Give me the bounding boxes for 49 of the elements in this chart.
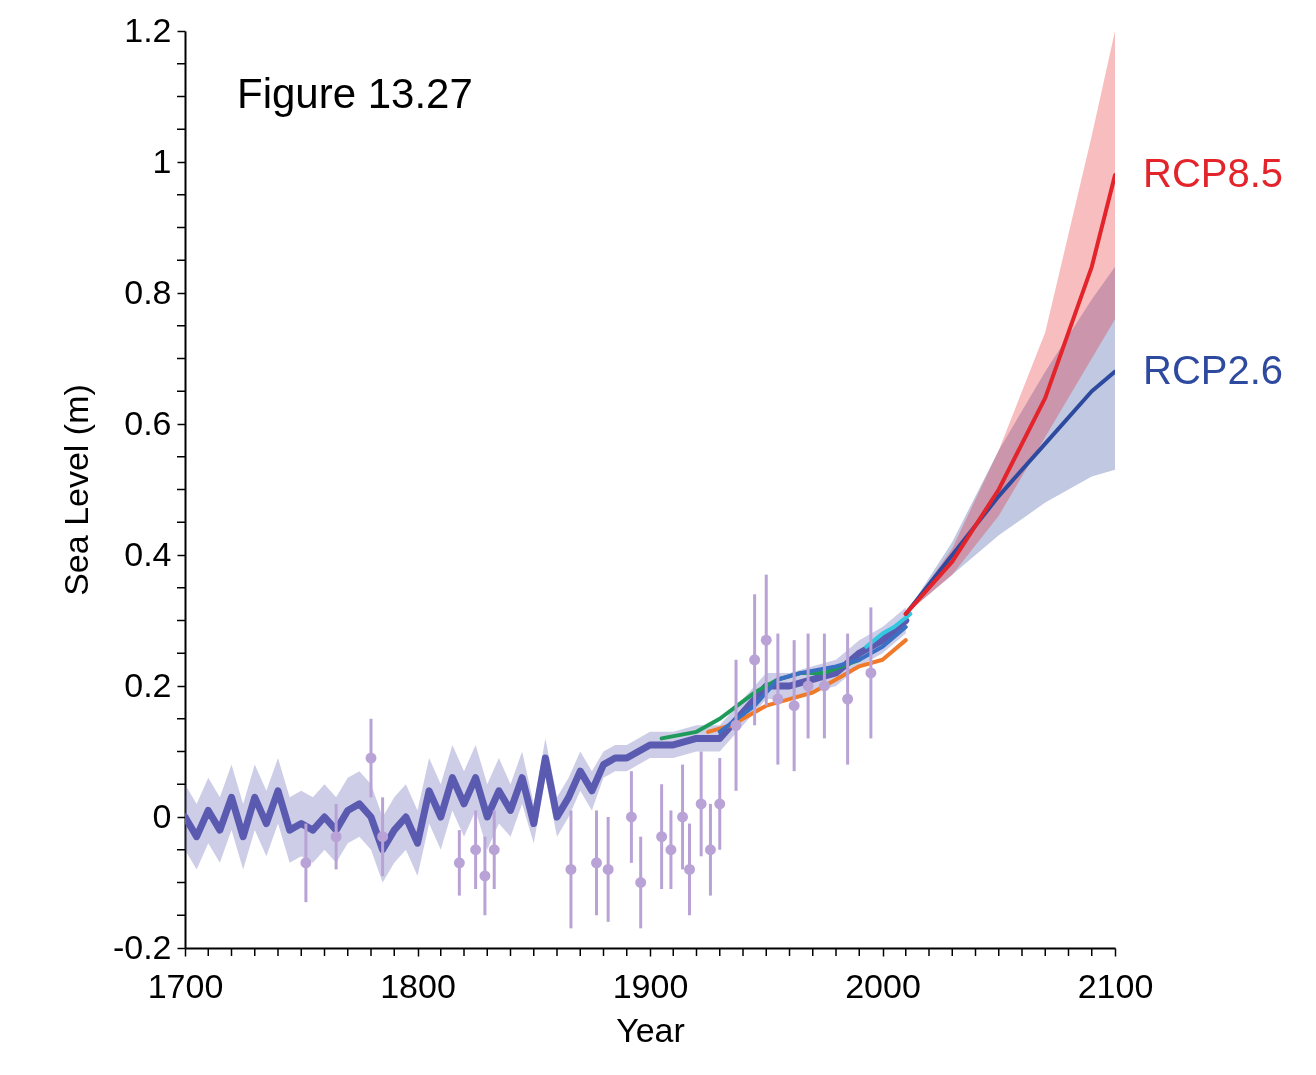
x-tick-label: 2000 — [845, 966, 921, 1005]
point — [453, 857, 465, 869]
series-label: RCP8.5 — [1143, 151, 1284, 196]
point — [300, 857, 312, 869]
x-tick-label: 1900 — [612, 966, 689, 1005]
point — [635, 877, 647, 888]
point — [802, 680, 814, 692]
line-series — [903, 173, 1115, 616]
point — [488, 844, 500, 856]
point — [842, 693, 854, 705]
point — [749, 654, 761, 666]
point — [377, 831, 389, 843]
y-tick-label: 0.6 — [124, 403, 172, 442]
y-axis-title: Sea Level (m) — [56, 384, 95, 596]
y-tick-label: 0.8 — [124, 272, 172, 311]
point — [818, 680, 830, 692]
x-axis-title: Year — [616, 1010, 685, 1049]
point — [479, 870, 491, 882]
point — [330, 831, 342, 843]
y-tick-label: 1.2 — [124, 10, 172, 49]
point — [656, 831, 668, 843]
point — [695, 798, 707, 810]
point — [470, 844, 482, 856]
point — [684, 863, 695, 875]
point — [760, 634, 772, 646]
point — [625, 811, 637, 823]
point — [865, 667, 877, 679]
point — [788, 700, 800, 712]
point — [772, 693, 784, 705]
x-tick-label: 2100 — [1077, 966, 1154, 1005]
x-tick-label: 1700 — [147, 966, 224, 1005]
y-tick-label: -0.2 — [112, 927, 172, 966]
x-tick-label: 1800 — [380, 966, 456, 1005]
text: Figure 13.27 — [237, 70, 473, 117]
y-tick-label: 0 — [152, 796, 172, 835]
point — [714, 798, 726, 810]
point — [565, 863, 577, 875]
point — [677, 811, 689, 823]
series-label: RCP2.6 — [1143, 347, 1284, 392]
point — [730, 719, 742, 731]
point — [365, 752, 377, 764]
y-tick-label: 0.2 — [124, 665, 172, 704]
y-tick-label: 1 — [152, 141, 172, 180]
point — [665, 844, 677, 856]
point — [591, 857, 602, 869]
line-series — [864, 611, 913, 649]
point — [704, 844, 716, 856]
y-tick-label: 0.4 — [124, 534, 172, 573]
point — [602, 863, 614, 875]
